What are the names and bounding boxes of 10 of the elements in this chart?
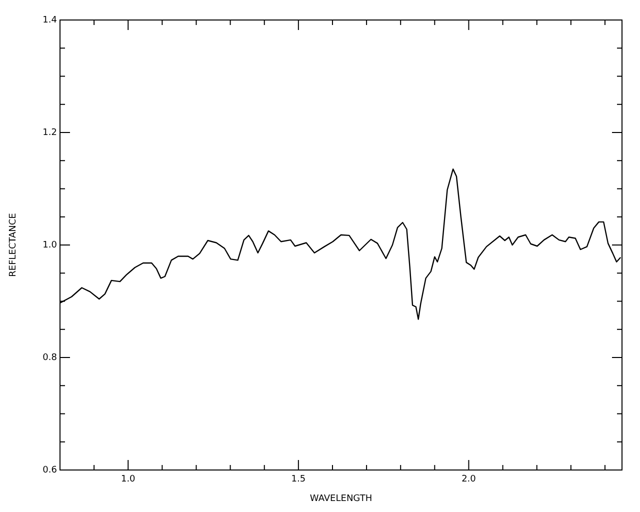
x-tick-label: 1.5 — [291, 474, 306, 485]
y-tick-label: 0.8 — [42, 352, 58, 363]
x-tick-label: 1.0 — [120, 474, 136, 485]
y-tick-label: 1.4 — [42, 15, 58, 26]
y-axis-title: REFLECTANCE — [8, 212, 19, 277]
x-tick-label: 2.0 — [462, 474, 476, 485]
y-tick-label: 1.2 — [42, 128, 57, 138]
y-tick-label: 1.0 — [42, 240, 58, 250]
x-axis-title: WAVELENGTH — [310, 494, 372, 504]
y-tick-label: 0.6 — [42, 465, 58, 476]
